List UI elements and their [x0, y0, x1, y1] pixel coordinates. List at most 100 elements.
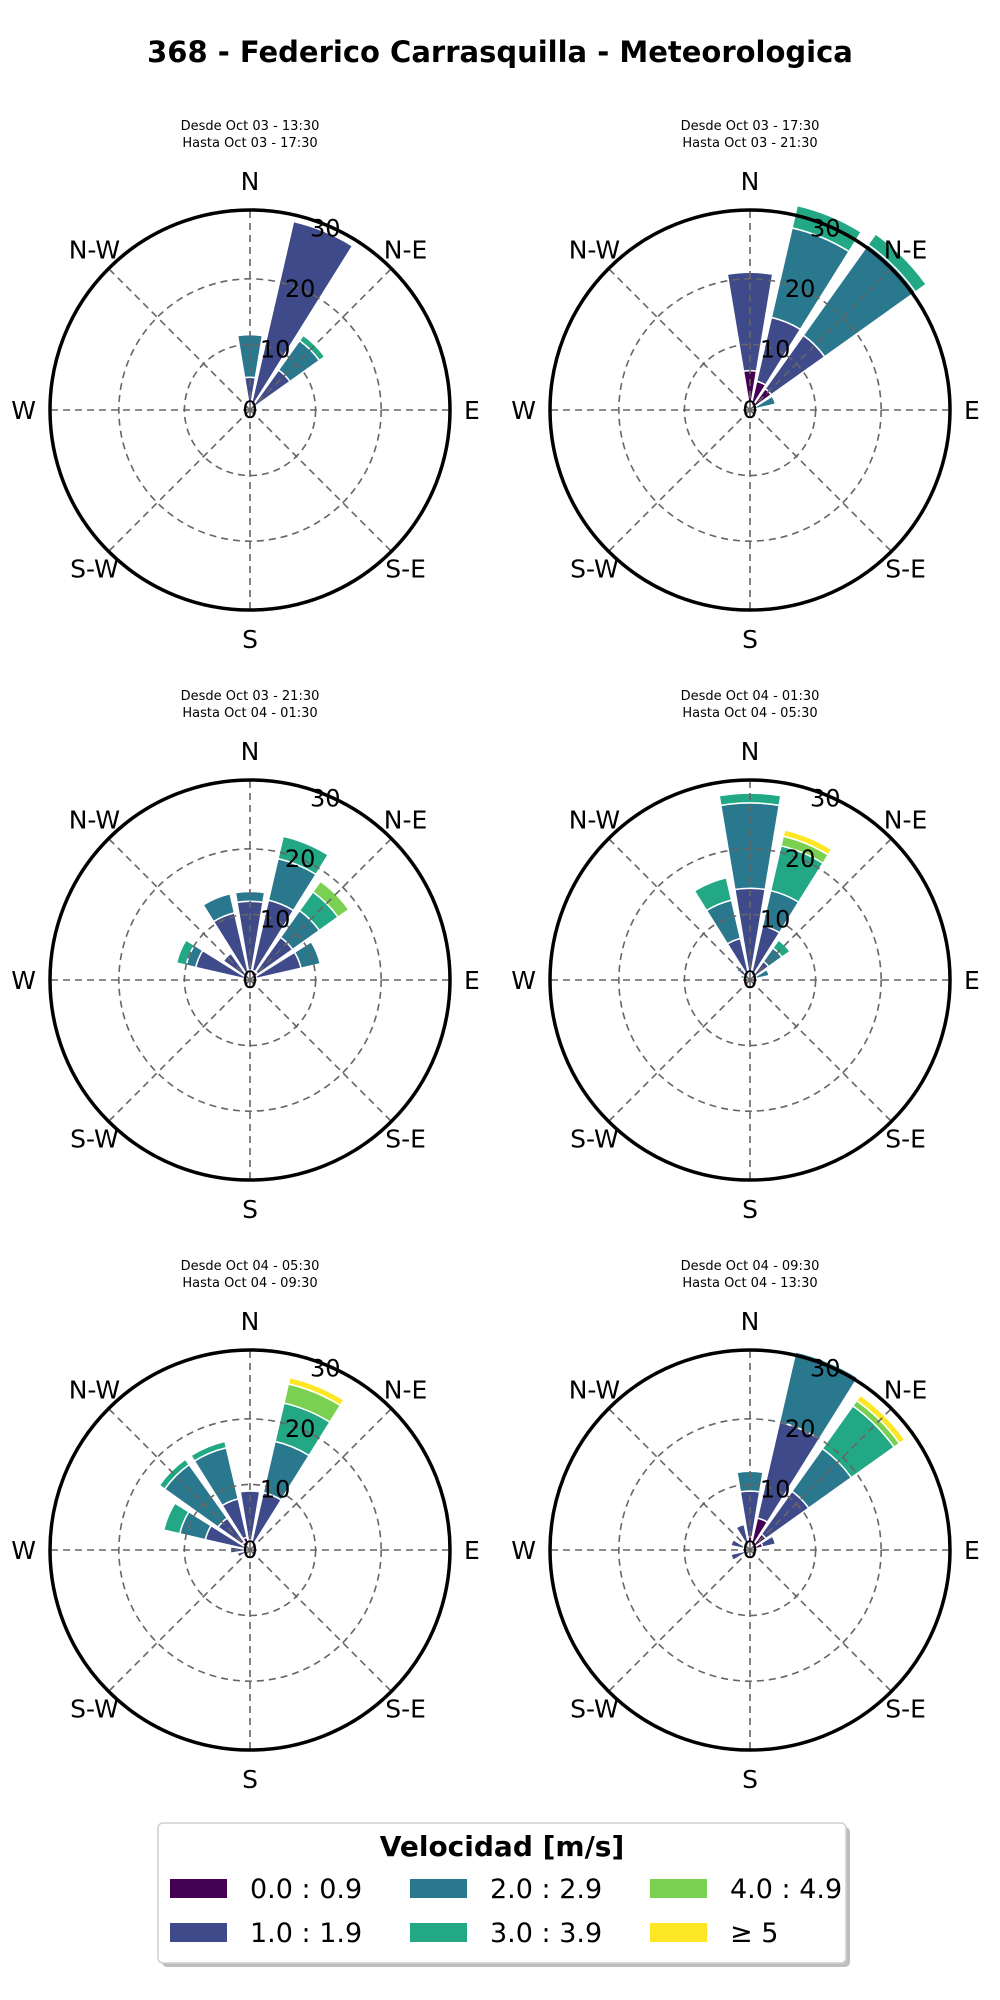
windrose-bar-segment: [760, 1535, 777, 1548]
radial-tick-label: 10: [760, 905, 791, 933]
panel-title-from: Desde Oct 03 - 13:30: [181, 119, 320, 134]
direction-label: N: [741, 167, 760, 196]
radial-tick-labels: 0 10 20 30: [242, 784, 340, 994]
windrose-bar-segment: [189, 1440, 228, 1463]
direction-label: N-E: [884, 235, 928, 264]
direction-labels: N N-E E S-E S S-W W N-W: [511, 737, 980, 1224]
windrose-bar-segment: [866, 232, 928, 294]
legend-label: 4.0 : 4.9: [730, 1874, 842, 1905]
windrose-panel: Desde Oct 04 - 09:30 Hasta Oct 04 - 13:30…: [511, 1259, 980, 1794]
direction-spoke: [108, 979, 251, 1122]
windrose-bar-segment: [175, 939, 196, 967]
polar-grid: [550, 1350, 950, 1750]
direction-spoke: [608, 1549, 751, 1692]
direction-label: E: [964, 966, 980, 995]
direction-label: S: [742, 1765, 758, 1794]
direction-label: N: [741, 737, 760, 766]
radial-tick-labels: 0 10 20 30: [242, 214, 340, 424]
direction-spoke: [249, 838, 392, 981]
direction-labels: N N-E E S-E S S-W W N-W: [11, 167, 480, 654]
direction-label: N-E: [384, 805, 428, 834]
panel-title-to: Hasta Oct 04 - 01:30: [182, 706, 317, 721]
windrose-panel: Desde Oct 04 - 01:30 Hasta Oct 04 - 05:30…: [511, 689, 980, 1224]
direction-spoke: [749, 409, 892, 552]
windrose-bar-segment: [162, 1502, 190, 1535]
radial-tick-label: 30: [310, 784, 341, 812]
windrose-bar-segment: [729, 1549, 751, 1562]
windrose-bar-segment: [234, 890, 266, 904]
windrose-bar-segment: [751, 395, 777, 411]
windrose-bar-segment: [729, 1538, 746, 1550]
radial-tick-label: 30: [810, 1354, 841, 1382]
direction-label: W: [511, 1536, 536, 1565]
windrose-panels: Desde Oct 03 - 13:30 Hasta Oct 03 - 17:30…: [11, 119, 980, 1794]
windrose-bar-segment: [158, 1458, 191, 1491]
legend-title: Velocidad [m/s]: [380, 1830, 625, 1863]
direction-label: S: [742, 1195, 758, 1224]
panel-title-to: Hasta Oct 04 - 13:30: [682, 1276, 817, 1291]
direction-labels: N N-E E S-E S S-W W N-W: [11, 737, 480, 1224]
direction-labels: N N-E E S-E S S-W W N-W: [511, 1307, 980, 1794]
windrose-bar-segment: [735, 1523, 751, 1551]
direction-label: N-E: [384, 1375, 428, 1404]
polar-frame: [48, 208, 452, 612]
polar-frame: [548, 1348, 952, 1752]
direction-spoke: [249, 979, 392, 1122]
legend-swatch: [170, 1879, 227, 1898]
direction-spoke: [249, 1549, 392, 1692]
direction-label: N: [241, 1307, 260, 1336]
direction-label: N-W: [569, 1375, 620, 1404]
direction-spoke: [608, 979, 751, 1122]
direction-label: S-W: [570, 1125, 619, 1154]
polar-grid: [550, 210, 950, 610]
direction-label: N: [241, 167, 260, 196]
panel-title-from: Desde Oct 04 - 01:30: [681, 689, 820, 704]
panel-title-from: Desde Oct 03 - 21:30: [181, 689, 320, 704]
panel-title-from: Desde Oct 04 - 05:30: [181, 1259, 320, 1274]
radial-tick-label: 10: [260, 335, 291, 363]
direction-label: W: [511, 966, 536, 995]
direction-labels: N N-E E S-E S S-W W N-W: [11, 1307, 480, 1794]
windrose-bars: [175, 835, 350, 981]
radial-tick-label: 0: [242, 966, 257, 994]
polar-frame: [548, 208, 952, 612]
direction-label: N: [741, 1307, 760, 1336]
legend-label: 1.0 : 1.9: [250, 1918, 362, 1949]
radial-tick-label: 0: [242, 396, 257, 424]
direction-label: S-W: [70, 1695, 119, 1724]
windrose-bar-segment: [202, 892, 236, 923]
direction-label: S: [242, 1765, 258, 1794]
radial-grid-circle: [618, 278, 882, 542]
panel-title-to: Hasta Oct 03 - 17:30: [182, 136, 317, 151]
direction-label: N-E: [384, 235, 428, 264]
legend-swatch: [410, 1923, 467, 1942]
direction-label: S: [742, 625, 758, 654]
legend-swatch: [650, 1923, 707, 1942]
direction-label: E: [464, 966, 480, 995]
windrose-panel: Desde Oct 03 - 21:30 Hasta Oct 04 - 01:30…: [11, 689, 480, 1224]
direction-label: S-E: [885, 1695, 926, 1724]
radial-tick-label: 0: [242, 1536, 257, 1564]
direction-label: E: [964, 396, 980, 425]
direction-label: N-W: [569, 235, 620, 264]
direction-spoke: [108, 838, 251, 981]
direction-label: S: [242, 625, 258, 654]
radial-tick-label: 30: [810, 214, 841, 242]
polar-frame: [548, 778, 952, 1182]
radial-grid-circle: [618, 1418, 882, 1682]
polar-grid: [50, 210, 450, 610]
windrose-panel: Desde Oct 03 - 17:30 Hasta Oct 03 - 21:30…: [511, 119, 980, 654]
radial-tick-label: 10: [260, 1475, 291, 1503]
windrose-bar-segment: [249, 220, 354, 411]
direction-spoke: [108, 268, 251, 411]
direction-label: S-W: [70, 1125, 119, 1154]
windrose-bar-segment: [771, 938, 792, 959]
direction-spoke: [749, 268, 892, 411]
direction-label: N-E: [884, 805, 928, 834]
radial-tick-label: 0: [742, 396, 757, 424]
direction-label: S-E: [385, 1695, 426, 1724]
direction-label: E: [964, 1536, 980, 1565]
panel-title-to: Hasta Oct 04 - 09:30: [182, 1276, 317, 1291]
direction-label: S-W: [70, 555, 119, 584]
